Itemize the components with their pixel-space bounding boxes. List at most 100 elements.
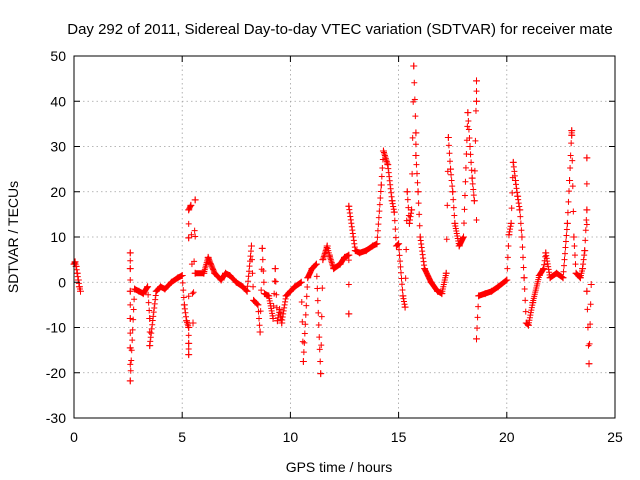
data-point xyxy=(185,339,193,347)
y-tick-label: 40 xyxy=(50,93,66,109)
data-point xyxy=(217,276,225,284)
data-point xyxy=(191,269,199,277)
data-point xyxy=(260,290,268,298)
data-point xyxy=(126,265,134,273)
x-tick-labels: 0 5 10 15 20 25 xyxy=(70,429,623,445)
data-point xyxy=(362,247,370,255)
data-point xyxy=(146,314,154,322)
data-point xyxy=(254,301,262,309)
data-point xyxy=(401,303,409,311)
data-point xyxy=(384,161,392,169)
data-point xyxy=(524,321,532,329)
data-point xyxy=(585,360,593,368)
data-point xyxy=(511,176,519,184)
data-point xyxy=(126,314,134,322)
data-point xyxy=(126,287,134,295)
y-tick-label: 50 xyxy=(50,48,66,64)
y-tick-label: -30 xyxy=(46,410,66,426)
data-point xyxy=(583,287,591,295)
data-point xyxy=(553,269,561,277)
data-point xyxy=(414,188,422,196)
data-point xyxy=(75,283,83,291)
data-point xyxy=(139,290,147,298)
data-point xyxy=(395,240,403,248)
data-point xyxy=(581,247,589,255)
data-points xyxy=(70,62,595,385)
data-point xyxy=(183,317,191,325)
data-point xyxy=(325,251,333,259)
data-point xyxy=(308,265,316,273)
data-point xyxy=(438,290,446,298)
x-tick-label: 10 xyxy=(283,429,299,445)
data-point xyxy=(427,278,435,286)
data-point xyxy=(269,314,277,322)
data-point xyxy=(187,201,195,209)
data-point xyxy=(273,317,281,325)
data-point xyxy=(468,174,476,182)
data-point xyxy=(258,244,266,252)
data-point xyxy=(412,129,420,137)
data-point xyxy=(135,287,143,295)
data-point xyxy=(405,219,413,227)
data-point xyxy=(563,219,571,227)
data-point xyxy=(444,133,452,141)
data-point xyxy=(421,265,429,273)
data-point xyxy=(191,196,199,204)
y-tick-label: 10 xyxy=(50,229,66,245)
data-point xyxy=(579,265,587,273)
data-point xyxy=(299,357,307,365)
data-point xyxy=(336,260,344,268)
data-point xyxy=(126,344,134,352)
data-point xyxy=(447,165,455,173)
data-point xyxy=(345,202,353,210)
data-point xyxy=(416,233,424,241)
data-point xyxy=(390,208,398,216)
data-point xyxy=(566,176,574,184)
data-point xyxy=(71,258,79,266)
data-point xyxy=(542,249,550,257)
data-point xyxy=(488,287,496,295)
data-point xyxy=(399,292,407,300)
data-point xyxy=(161,285,169,293)
data-point xyxy=(568,131,576,139)
x-axis-title: GPS time / hours xyxy=(286,459,393,475)
data-point xyxy=(330,265,338,273)
data-point xyxy=(470,197,478,205)
data-point xyxy=(297,278,305,286)
data-point xyxy=(152,287,160,295)
data-point xyxy=(576,274,584,282)
data-point xyxy=(373,240,381,248)
data-point xyxy=(583,206,591,214)
data-point xyxy=(535,271,543,279)
data-point xyxy=(271,265,279,273)
data-point xyxy=(174,274,182,282)
x-tick-label: 15 xyxy=(391,429,407,445)
y-tick-label: 20 xyxy=(50,184,66,200)
x-tick-label: 25 xyxy=(607,429,623,445)
data-point xyxy=(185,206,193,214)
data-point xyxy=(570,233,578,241)
data-point xyxy=(286,287,294,295)
data-point xyxy=(503,276,511,284)
data-point xyxy=(341,253,348,261)
data-point xyxy=(256,328,264,336)
data-point xyxy=(540,265,548,273)
data-point xyxy=(514,192,522,200)
data-point xyxy=(408,206,416,214)
data-point xyxy=(546,274,554,282)
data-point xyxy=(226,271,234,279)
data-point xyxy=(464,109,472,117)
data-point xyxy=(167,278,175,286)
data-point xyxy=(460,233,468,241)
data-point xyxy=(481,290,489,298)
data-point xyxy=(180,301,188,309)
data-point xyxy=(434,287,442,295)
data-point xyxy=(250,296,258,304)
data-point xyxy=(494,283,502,291)
x-tick-label: 0 xyxy=(70,429,78,445)
data-point xyxy=(442,269,450,277)
data-point xyxy=(185,234,193,242)
data-point xyxy=(319,256,327,264)
data-point xyxy=(247,242,255,250)
data-point xyxy=(221,269,229,277)
